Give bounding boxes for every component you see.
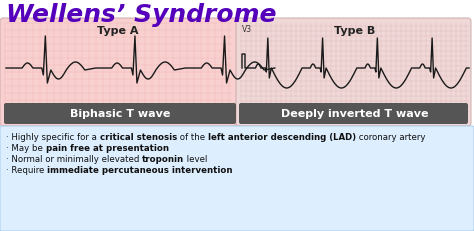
Text: V3: V3	[242, 25, 252, 34]
Text: · May be: · May be	[6, 143, 46, 152]
Text: of the: of the	[177, 132, 208, 141]
Text: · Highly specific for a: · Highly specific for a	[6, 132, 100, 141]
Text: pain free at presentation: pain free at presentation	[46, 143, 169, 152]
Text: immediate percutaneous intervention: immediate percutaneous intervention	[47, 165, 233, 174]
FancyBboxPatch shape	[236, 19, 471, 126]
Text: Type A: Type A	[97, 26, 139, 36]
Text: Biphasic T wave: Biphasic T wave	[70, 109, 170, 119]
Text: Deeply inverted T wave: Deeply inverted T wave	[281, 109, 429, 119]
Text: critical stenosis: critical stenosis	[100, 132, 177, 141]
Text: coronary artery: coronary artery	[356, 132, 425, 141]
Text: level: level	[184, 154, 208, 163]
Text: troponin: troponin	[142, 154, 184, 163]
Text: · Normal or minimally elevated: · Normal or minimally elevated	[6, 154, 142, 163]
FancyBboxPatch shape	[0, 19, 237, 126]
Text: · Require: · Require	[6, 165, 47, 174]
FancyBboxPatch shape	[239, 103, 468, 125]
Text: left anterior descending (LAD): left anterior descending (LAD)	[208, 132, 356, 141]
FancyBboxPatch shape	[4, 103, 236, 125]
Text: Type B: Type B	[334, 26, 375, 36]
Text: Wellens’ Syndrome: Wellens’ Syndrome	[6, 3, 276, 27]
FancyBboxPatch shape	[0, 126, 474, 231]
